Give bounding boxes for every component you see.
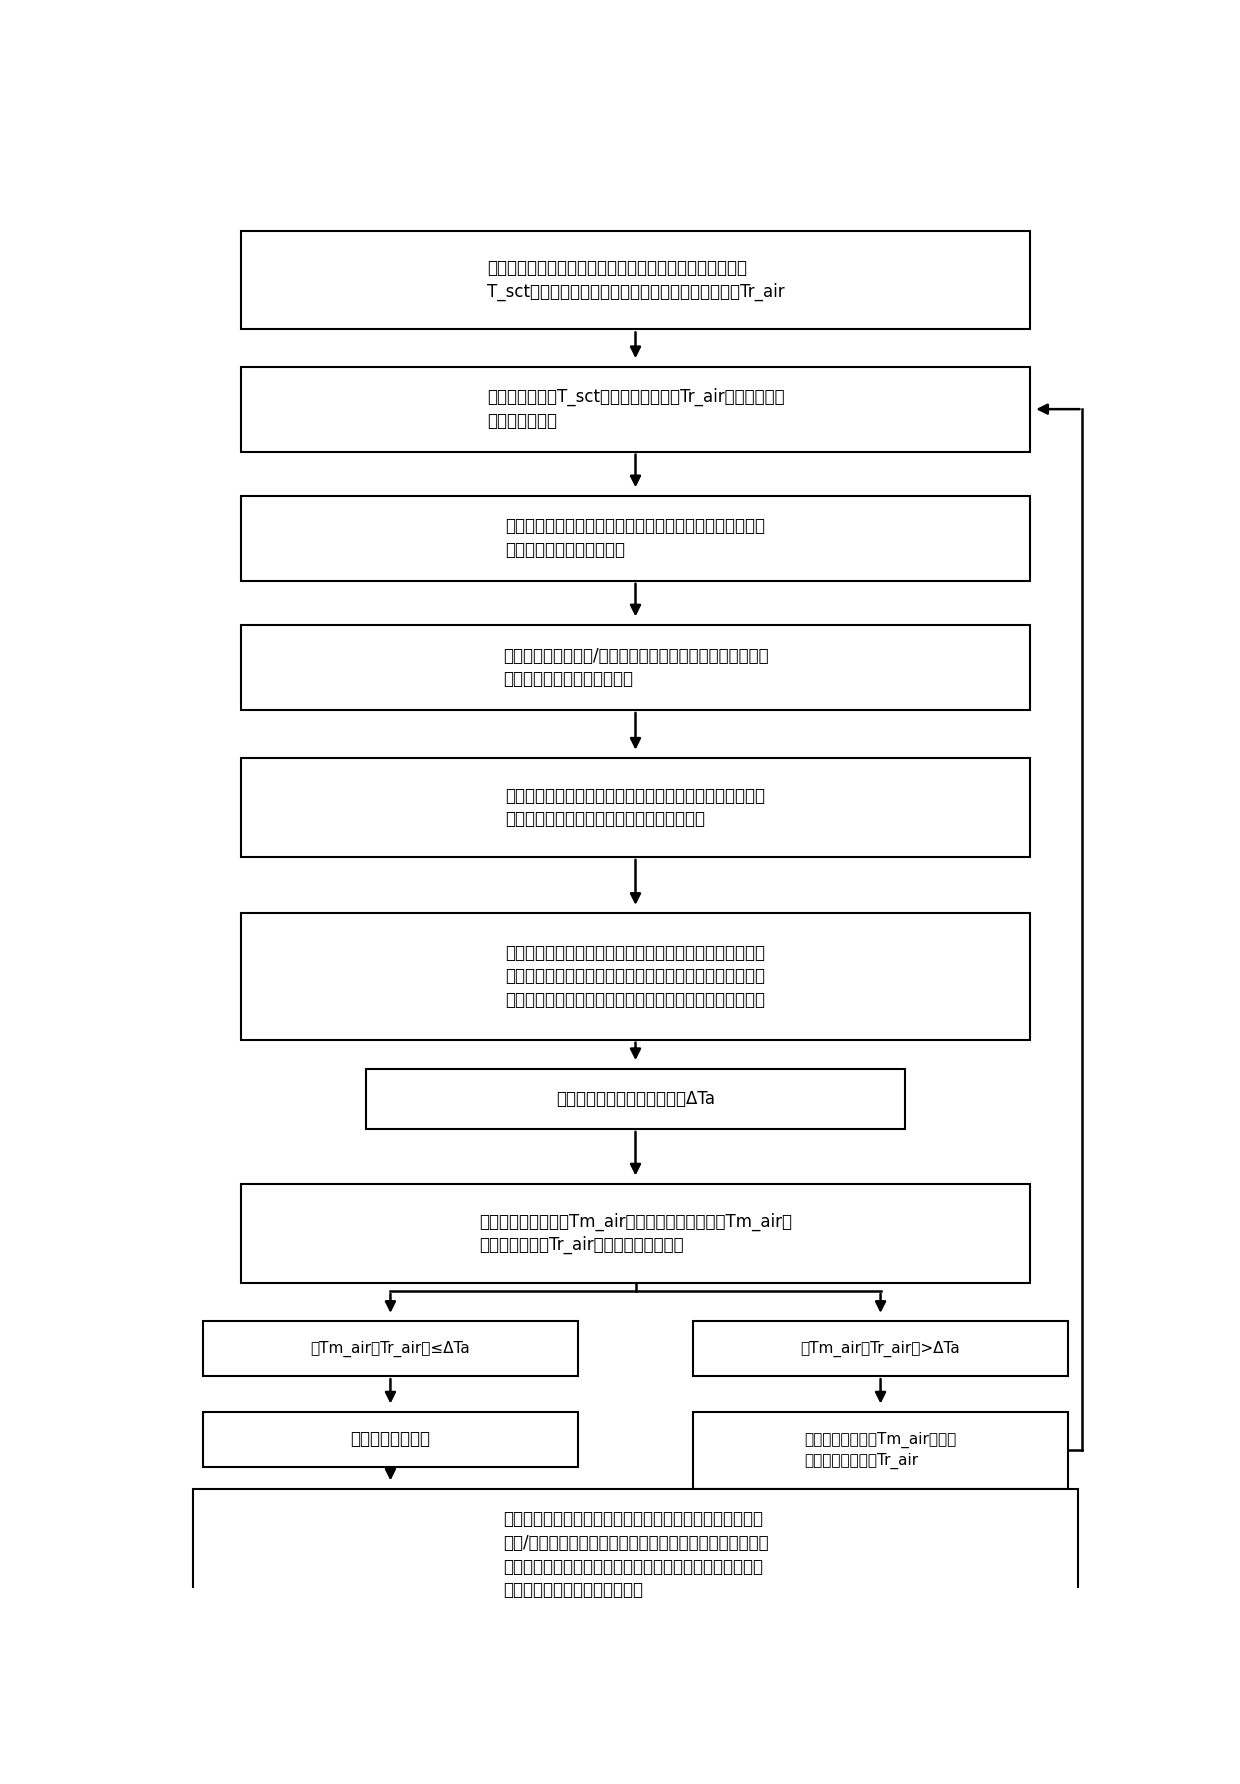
FancyBboxPatch shape — [693, 1411, 1068, 1490]
Text: 获取目标参数的精度预设值，设定使用侧流体的理想温度值
T_sct，将当前检测的环境温度值作为记录环境温度值Tr_air: 获取目标参数的精度预设值，设定使用侧流体的理想温度值 T_sct，将当前检测的环… — [486, 259, 785, 301]
FancyBboxPatch shape — [242, 366, 1029, 451]
Text: ｜Tm_air－Tr_air｜>ΔTa: ｜Tm_air－Tr_air｜>ΔTa — [801, 1340, 961, 1358]
Text: 检测实时环境温度值Tm_air，计算实时环境温度值Tm_air与
记录环境温度值Tr_air之间的环境温度差值: 检测实时环境温度值Tm_air，计算实时环境温度值Tm_air与 记录环境温度值… — [479, 1213, 792, 1254]
FancyBboxPatch shape — [242, 230, 1029, 330]
FancyBboxPatch shape — [242, 496, 1029, 582]
Text: 固定第一节流装置和第二节流装置的开度，微调高温级压缩
机和/或低温级压缩机的运行频率，使第一吸气过热度值始终
位于第一吸气过热度预设区间内，且第二吸气过热度值始: 固定第一节流装置和第二节流装置的开度，微调高温级压缩 机和/或低温级压缩机的运行… — [502, 1511, 769, 1598]
Text: 根据理想温度值T_sct和记录环境温度值Tr_air，计算目标参
数的设定参数值: 根据理想温度值T_sct和记录环境温度值Tr_air，计算目标参 数的设定参数值 — [486, 389, 785, 430]
FancyBboxPatch shape — [193, 1490, 1078, 1620]
FancyBboxPatch shape — [693, 1322, 1068, 1375]
Text: 进入稳定运行状态: 进入稳定运行状态 — [351, 1431, 430, 1449]
Text: ｜Tm_air－Tr_air｜≤ΔTa: ｜Tm_air－Tr_air｜≤ΔTa — [310, 1340, 470, 1358]
Text: 获取对应于高温级压缩机的第一吸气过热度预设区间以及对
应于低温级压缩机的第二吸气过热度预设区间: 获取对应于高温级压缩机的第一吸气过热度预设区间以及对 应于低温级压缩机的第二吸气… — [506, 787, 765, 828]
FancyBboxPatch shape — [367, 1069, 905, 1129]
FancyBboxPatch shape — [242, 624, 1029, 710]
FancyBboxPatch shape — [203, 1322, 578, 1375]
FancyBboxPatch shape — [242, 913, 1029, 1040]
Text: 将实时环境温度值Tm_air作为新
的记录环境温度值Tr_air: 将实时环境温度值Tm_air作为新 的记录环境温度值Tr_air — [805, 1433, 957, 1468]
Text: 获取环境温度波动温差预设值ΔTa: 获取环境温度波动温差预设值ΔTa — [556, 1090, 715, 1108]
FancyBboxPatch shape — [242, 758, 1029, 856]
Text: 调节高温级压缩机和/或低温级压缩机的运行频率，直至参数
差值小于或者等于精度预设值: 调节高温级压缩机和/或低温级压缩机的运行频率，直至参数 差值小于或者等于精度预设… — [502, 646, 769, 689]
FancyBboxPatch shape — [242, 1185, 1029, 1283]
FancyBboxPatch shape — [203, 1411, 578, 1466]
Text: 调节第一节流装置和第二节流装置，直至高温级压缩机的第
一吸气过热度值位于第一吸气过热度预设区间内，且低温级
压缩机的第二吸气过热度值位于第二吸气过热度预设区间内: 调节第一节流装置和第二节流装置，直至高温级压缩机的第 一吸气过热度值位于第一吸气… — [506, 944, 765, 1010]
Text: 检测蒸发冷凝器内的工质的实时参数值，计算实时参数值与
设定参数值之间的参数差值: 检测蒸发冷凝器内的工质的实时参数值，计算实时参数值与 设定参数值之间的参数差值 — [506, 517, 765, 558]
